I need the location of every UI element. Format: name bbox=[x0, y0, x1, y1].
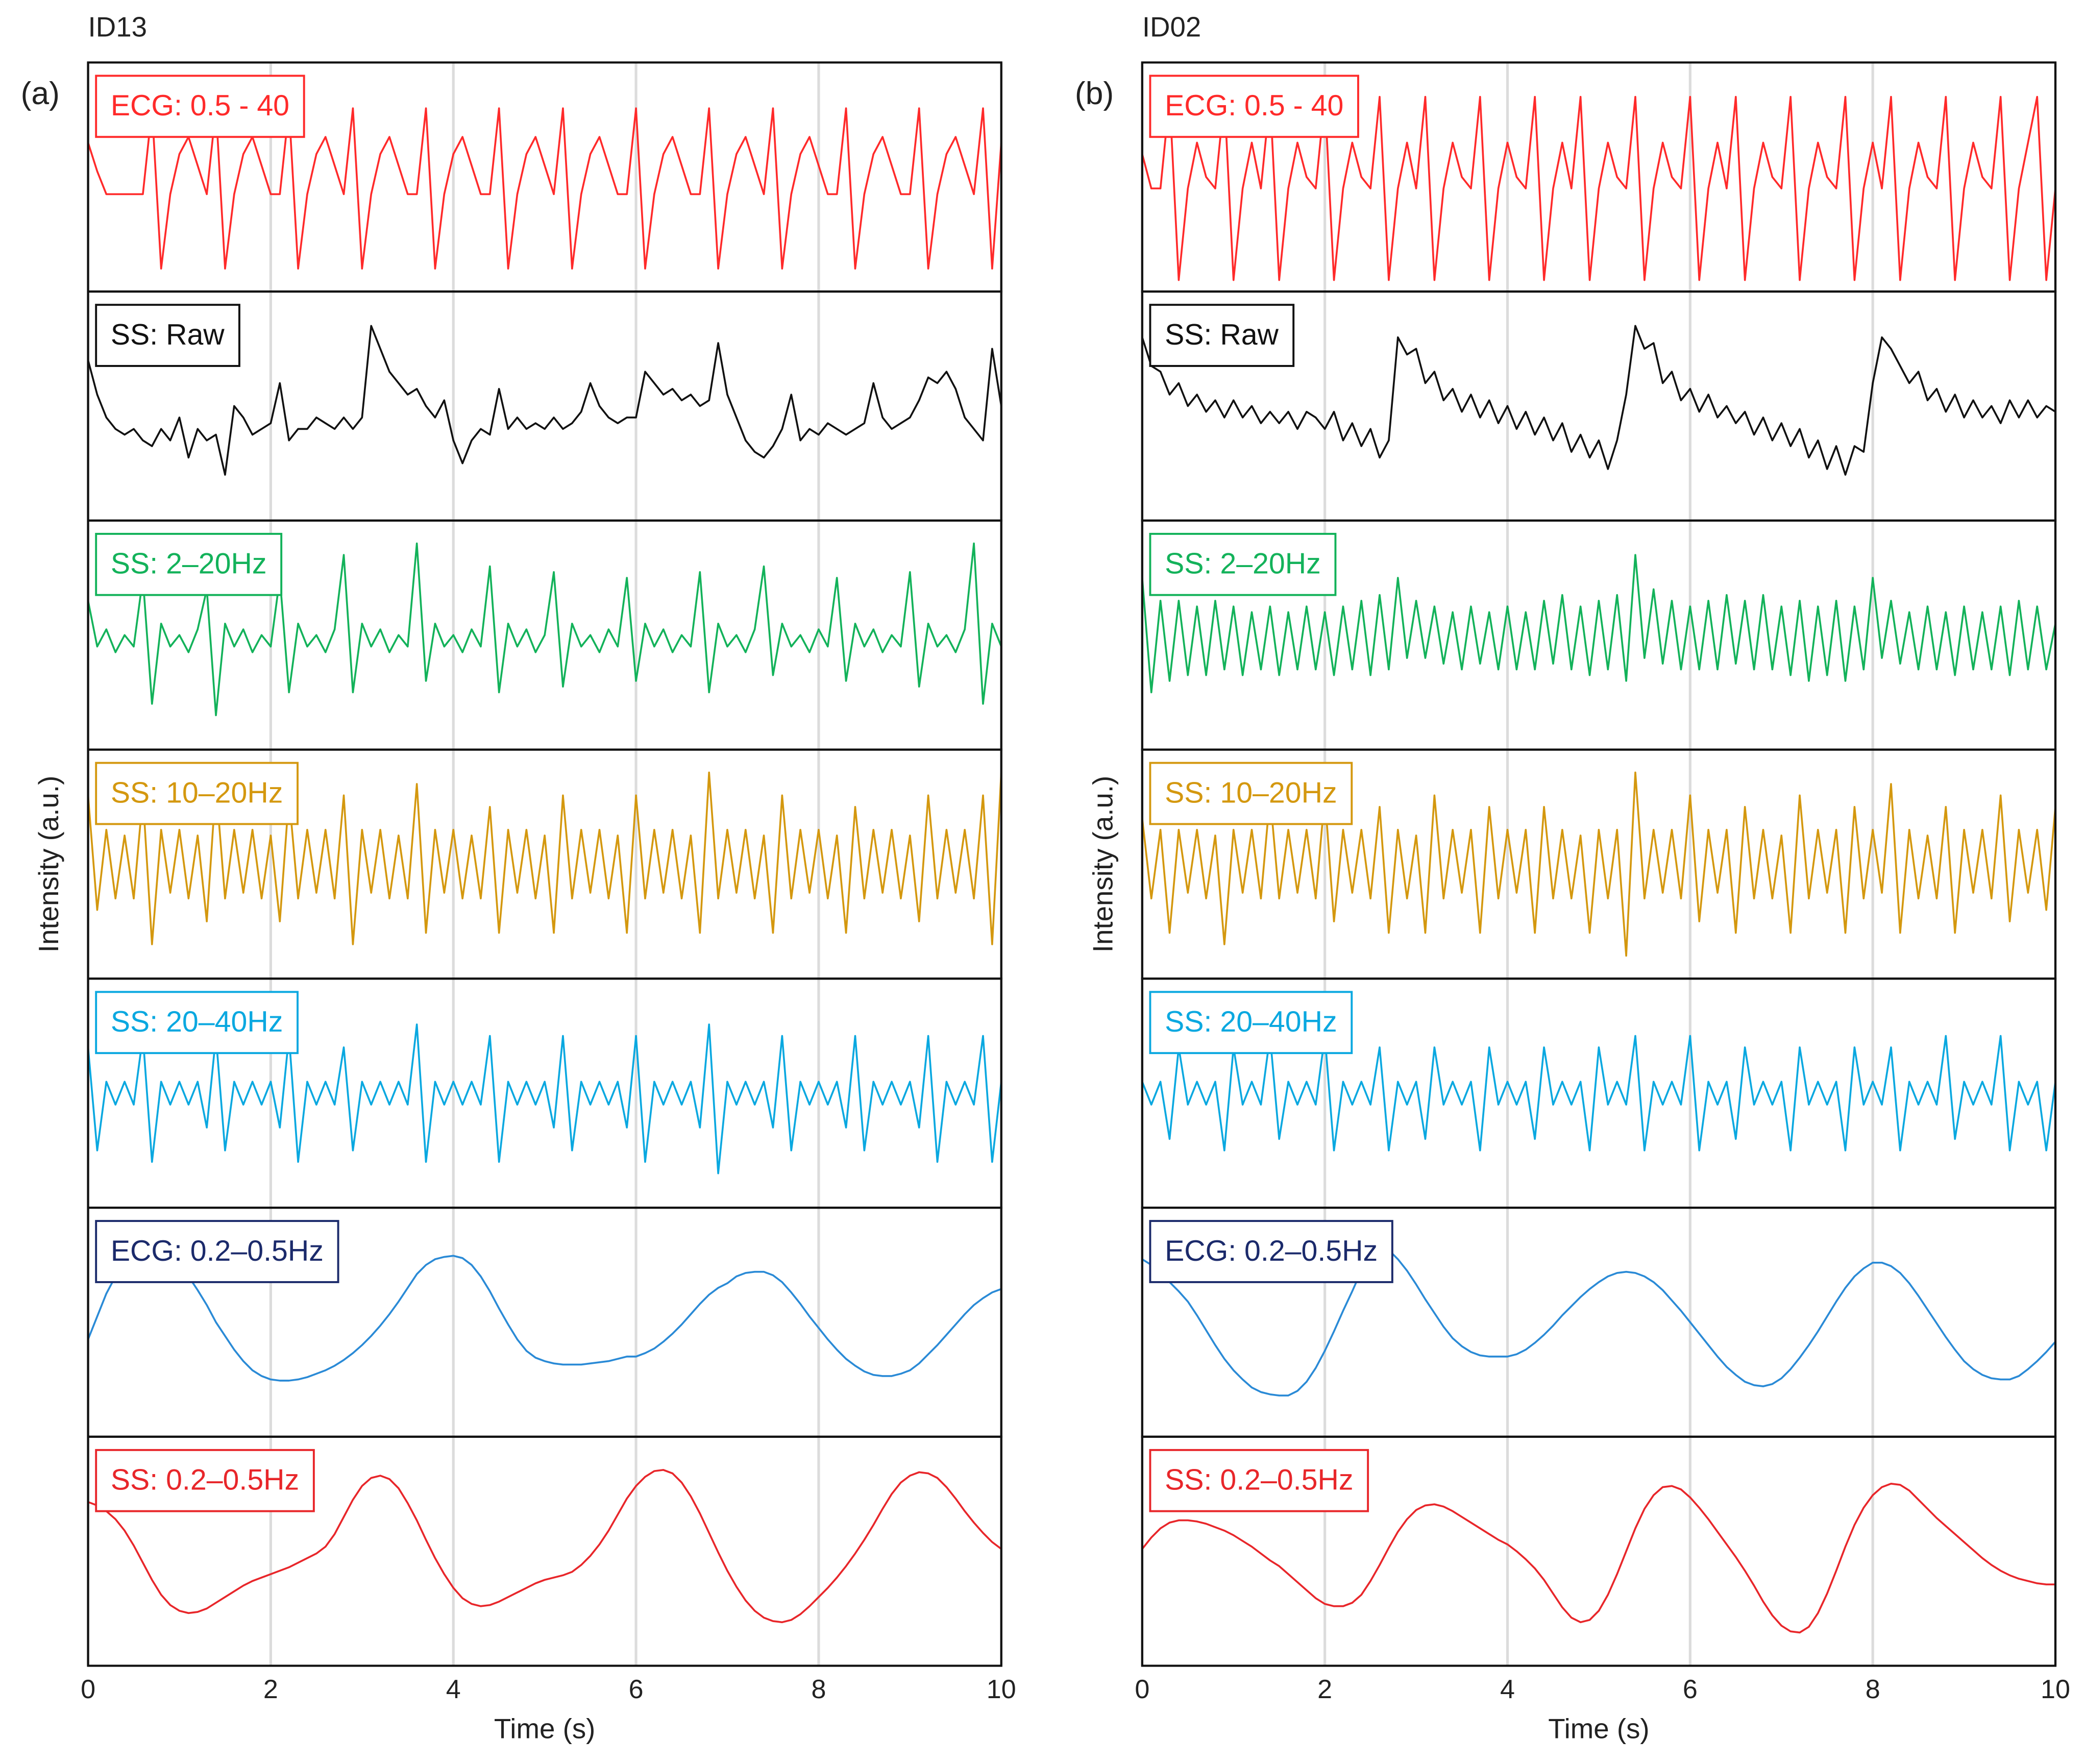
legend-text: SS: Raw bbox=[1165, 318, 1279, 351]
legend-item: SS: 10–20Hz bbox=[1149, 762, 1353, 825]
legend-box bbox=[1149, 991, 1353, 1055]
legend-box bbox=[1149, 532, 1337, 596]
x-tick-label: 8 bbox=[811, 1675, 826, 1704]
signal-line bbox=[87, 1023, 1002, 1174]
y-axis-title: Intensity (a.u.) bbox=[1087, 776, 1118, 953]
legend-item: SS: Raw bbox=[1149, 304, 1295, 367]
legend-text: SS: 0.2–0.5Hz bbox=[1165, 1463, 1353, 1496]
legend-box bbox=[95, 991, 299, 1055]
chart-title: ID13 bbox=[88, 11, 148, 43]
y-axis-title: Intensity (a.u.) bbox=[33, 776, 64, 952]
x-tick-label: 2 bbox=[263, 1675, 278, 1704]
signal-line bbox=[1141, 1248, 2056, 1396]
legend-text: SS: 2–20Hz bbox=[1165, 548, 1321, 580]
legend-item: SS: 0.2–0.5Hz bbox=[1149, 1449, 1369, 1512]
legend-box bbox=[1149, 762, 1353, 825]
legend-box bbox=[1149, 1220, 1393, 1283]
legend-item: ECG: 0.2–0.5Hz bbox=[1149, 1220, 1393, 1283]
legend-item: ECG: 0.5 - 40 bbox=[95, 75, 305, 138]
legend-item: SS: 2–20Hz bbox=[1149, 532, 1337, 596]
legend-item: ECG: 0.5 - 40 bbox=[1149, 75, 1359, 138]
signal-line bbox=[1141, 325, 2056, 476]
signal-line bbox=[87, 1469, 1002, 1624]
x-tick-label: 4 bbox=[446, 1675, 461, 1704]
signal-line bbox=[87, 1241, 1002, 1382]
x-tick-label: 4 bbox=[1500, 1675, 1515, 1704]
legend-box bbox=[95, 304, 240, 367]
x-axis-title: Time (s) bbox=[1548, 1712, 1649, 1744]
signal-line bbox=[1141, 1482, 2056, 1634]
legend-text: ECG: 0.2–0.5Hz bbox=[1165, 1235, 1378, 1267]
x-tick-label: 10 bbox=[2041, 1675, 2070, 1704]
row-frame bbox=[87, 1435, 1002, 1667]
signal-line bbox=[87, 771, 1002, 945]
x-axis-title: Time (s) bbox=[494, 1712, 595, 1744]
x-tick-label: 6 bbox=[629, 1675, 644, 1704]
legend-text: SS: 10–20Hz bbox=[111, 776, 283, 809]
chart-title: ID02 bbox=[1142, 11, 1201, 43]
legend-text: SS: 0.2–0.5Hz bbox=[111, 1463, 299, 1496]
legend-text: ECG: 0.5 - 40 bbox=[1165, 89, 1343, 122]
legend-text: ECG: 0.5 - 40 bbox=[111, 89, 289, 122]
legend-item: SS: Raw bbox=[95, 304, 240, 367]
signal-line bbox=[1141, 1035, 2056, 1152]
legend-text: SS: 10–20Hz bbox=[1165, 776, 1337, 809]
x-tick-label: 10 bbox=[987, 1675, 1016, 1704]
x-tick-label: 8 bbox=[1866, 1675, 1880, 1704]
signal-line bbox=[87, 325, 1002, 476]
legend-text: SS: 20–40Hz bbox=[111, 1006, 283, 1038]
legend-text: SS: Raw bbox=[111, 318, 225, 351]
legend-item: SS: 0.2–0.5Hz bbox=[95, 1449, 315, 1512]
x-tick-label: 0 bbox=[1135, 1675, 1149, 1704]
legend-item: SS: 2–20Hz bbox=[95, 532, 283, 596]
legend-text: ECG: 0.2–0.5Hz bbox=[111, 1235, 324, 1267]
legend-item: SS: 20–40Hz bbox=[1149, 991, 1353, 1055]
panel-label: (b) bbox=[1075, 76, 1114, 111]
legend-item: ECG: 0.2–0.5Hz bbox=[95, 1220, 339, 1283]
legend-box bbox=[95, 1220, 339, 1283]
legend-item: SS: 10–20Hz bbox=[95, 762, 299, 825]
signal-line bbox=[87, 107, 1002, 270]
legend-item: SS: 20–40Hz bbox=[95, 991, 299, 1055]
row-frame bbox=[1141, 1435, 2057, 1667]
signal-line bbox=[87, 542, 1002, 717]
legend-box bbox=[1149, 1449, 1369, 1512]
legend-box bbox=[95, 532, 283, 596]
legend-text: SS: 2–20Hz bbox=[111, 548, 267, 580]
x-tick-label: 6 bbox=[1683, 1675, 1698, 1704]
signal-line bbox=[1141, 771, 2056, 957]
signal-line bbox=[1141, 95, 2056, 281]
legend-text: SS: 20–40Hz bbox=[1165, 1006, 1337, 1038]
legend-box bbox=[1149, 75, 1359, 138]
signal-line bbox=[1141, 554, 2056, 694]
panel-label: (a) bbox=[21, 76, 60, 111]
legend-box bbox=[95, 75, 305, 138]
legend-box bbox=[95, 1449, 315, 1512]
legend-box bbox=[1149, 304, 1295, 367]
legend-box bbox=[95, 762, 299, 825]
x-tick-label: 2 bbox=[1317, 1675, 1332, 1704]
x-tick-label: 0 bbox=[81, 1675, 95, 1704]
